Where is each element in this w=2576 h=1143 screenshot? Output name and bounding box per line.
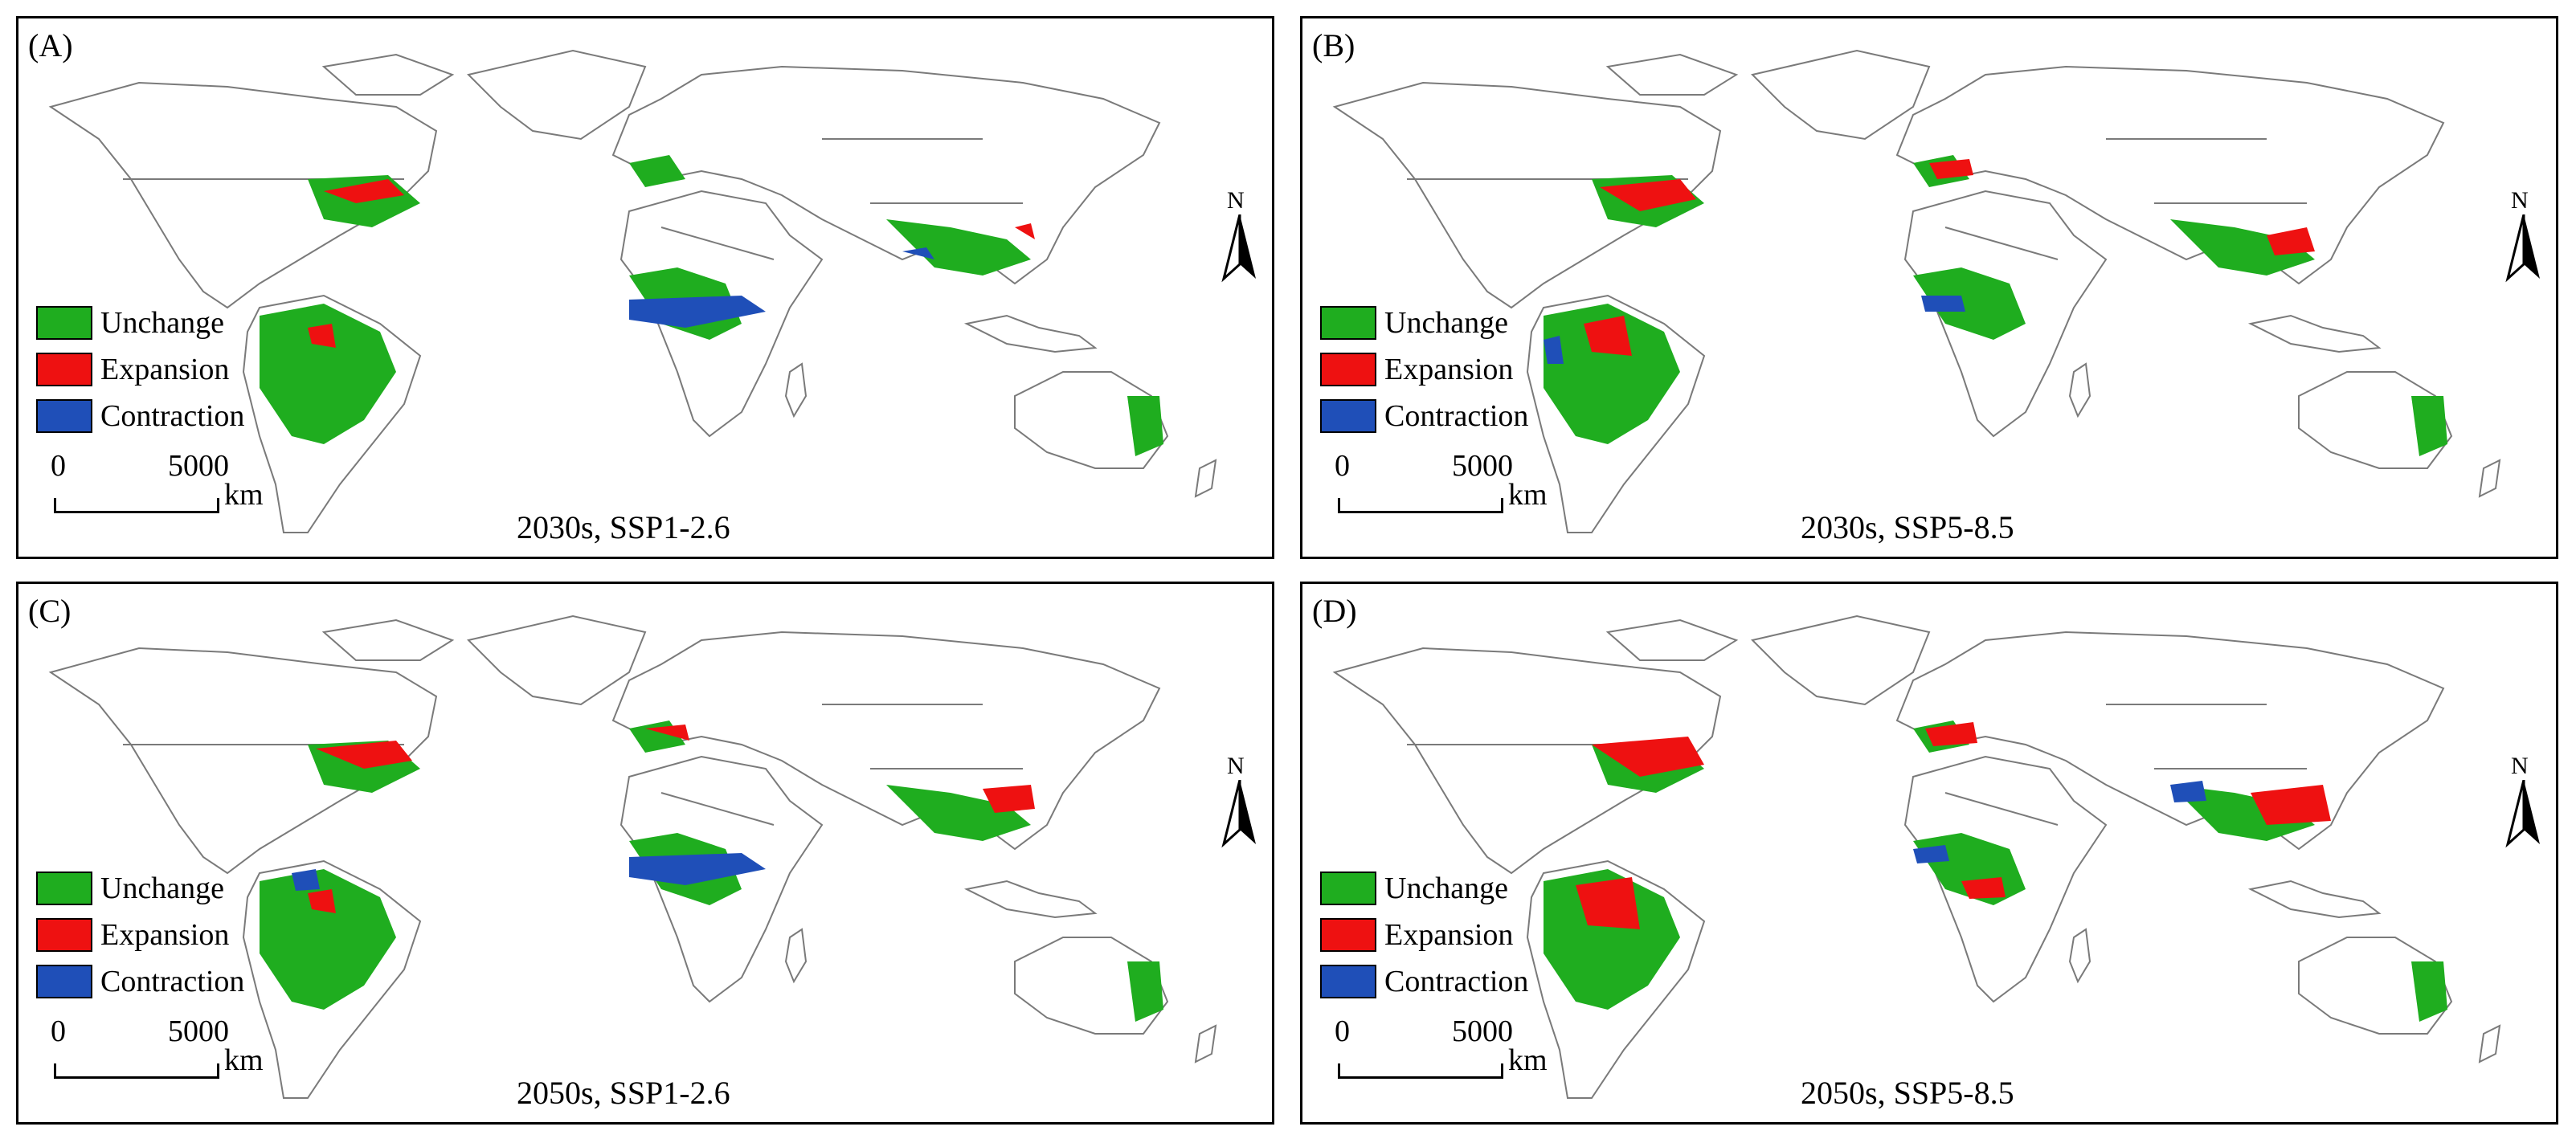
north-label: N: [2511, 753, 2529, 779]
north-label: N: [1227, 753, 1245, 779]
legend: Unchange Expansion Contraction: [36, 865, 244, 1005]
north-arrow-icon: N: [1216, 753, 1264, 849]
scale-unit: km: [1508, 478, 1548, 512]
expansion-swatch: [1320, 353, 1376, 386]
panel-caption: 2050s, SSP1-2.6: [517, 1075, 730, 1111]
legend-item-expansion: Expansion: [1320, 346, 1528, 393]
scale-unit: km: [1508, 1043, 1548, 1077]
scale-bar: 0 5000 km: [1323, 448, 1548, 520]
contraction-areas: [292, 853, 766, 891]
north-arrow-icon: N: [2500, 753, 2548, 849]
expansion-areas: [308, 725, 1035, 913]
legend: Unchange Expansion Contraction: [1320, 865, 1528, 1005]
panel-tag: (B): [1312, 27, 1355, 63]
legend-label: Expansion: [100, 918, 230, 952]
legend-label: Expansion: [1384, 353, 1514, 386]
expansion-areas: [308, 179, 1035, 348]
legend-item-contraction: Contraction: [36, 958, 244, 1005]
contraction-swatch: [1320, 399, 1376, 433]
scale-zero: 0: [1335, 1014, 1350, 1048]
legend-label: Contraction: [1384, 399, 1529, 433]
scale-zero: 0: [51, 449, 66, 483]
legend-item-unchange: Unchange: [1320, 300, 1528, 346]
legend-item-unchange: Unchange: [1320, 865, 1528, 912]
map-panel-a: (A) Unchange Expansion Contraction 0 500…: [16, 16, 1274, 559]
legend-label: Expansion: [100, 353, 230, 386]
scale-bar: 0 5000 km: [39, 448, 264, 520]
north-arrow-icon: N: [2500, 187, 2548, 284]
panel-tag: (A): [28, 27, 73, 63]
panel-caption: 2030s, SSP1-2.6: [517, 509, 730, 545]
map-panel-d: (D) Unchange Expansion Contraction 0 500…: [1300, 582, 2558, 1125]
legend-label: Unchange: [100, 872, 225, 905]
legend-label: Contraction: [1384, 965, 1529, 998]
contraction-areas: [1913, 781, 2206, 863]
unchange-swatch: [1320, 306, 1376, 340]
legend-item-unchange: Unchange: [36, 300, 244, 346]
world-map: [1334, 615, 2500, 1099]
expansion-areas: [1584, 159, 2315, 356]
legend-item-unchange: Unchange: [36, 865, 244, 912]
expansion-areas: [1576, 722, 2331, 929]
scale-zero: 0: [1335, 449, 1350, 483]
panel-caption: 2030s, SSP5-8.5: [1801, 509, 2014, 545]
unchange-swatch: [36, 872, 92, 905]
contraction-areas: [629, 247, 934, 328]
legend-item-contraction: Contraction: [1320, 958, 1528, 1005]
scale-unit: km: [224, 1043, 264, 1077]
legend-item-expansion: Expansion: [36, 346, 244, 393]
contraction-swatch: [36, 399, 92, 433]
map-panel-c: (C) Unchange Expansion Contraction 0 500…: [16, 582, 1274, 1125]
scale-max: 5000: [168, 1014, 229, 1048]
panel-caption: 2050s, SSP5-8.5: [1801, 1075, 2014, 1111]
scale-bar: 0 5000 km: [39, 1014, 264, 1086]
scale-max: 5000: [1452, 1014, 1513, 1048]
legend-label: Unchange: [1384, 306, 1509, 340]
unchange-swatch: [36, 306, 92, 340]
legend-item-expansion: Expansion: [36, 912, 244, 958]
legend-label: Expansion: [1384, 918, 1514, 952]
legend-label: Unchange: [1384, 872, 1509, 905]
legend-item-contraction: Contraction: [36, 393, 244, 439]
north-arrow-icon: N: [1216, 187, 1264, 284]
scale-unit: km: [224, 478, 264, 512]
north-label: N: [1227, 187, 1245, 214]
scale-max: 5000: [1452, 449, 1513, 483]
legend-label: Unchange: [100, 306, 225, 340]
expansion-swatch: [36, 918, 92, 952]
world-map: [1334, 50, 2500, 533]
legend-item-contraction: Contraction: [1320, 393, 1528, 439]
scale-zero: 0: [51, 1014, 66, 1048]
legend: Unchange Expansion Contraction: [1320, 300, 1528, 439]
scale-bar: 0 5000 km: [1323, 1014, 1548, 1086]
contraction-swatch: [1320, 965, 1376, 998]
contraction-areas: [1544, 296, 1965, 364]
legend-label: Contraction: [100, 965, 245, 998]
contraction-swatch: [36, 965, 92, 998]
world-map: [50, 50, 1216, 533]
panel-tag: (D): [1312, 593, 1357, 629]
unchange-areas: [260, 720, 1163, 1022]
north-label: N: [2511, 187, 2529, 214]
expansion-swatch: [1320, 918, 1376, 952]
scale-line: [1338, 498, 1503, 513]
unchange-swatch: [1320, 872, 1376, 905]
scale-max: 5000: [168, 449, 229, 483]
scale-line: [54, 1063, 219, 1079]
expansion-swatch: [36, 353, 92, 386]
map-panel-b: (B) Unchange Expansion Contraction 0 500…: [1300, 16, 2558, 559]
legend: Unchange Expansion Contraction: [36, 300, 244, 439]
world-map: [50, 615, 1216, 1099]
legend-label: Contraction: [100, 399, 245, 433]
scale-line: [1338, 1063, 1503, 1079]
scale-line: [54, 498, 219, 513]
legend-item-expansion: Expansion: [1320, 912, 1528, 958]
panel-tag: (C): [28, 593, 72, 629]
